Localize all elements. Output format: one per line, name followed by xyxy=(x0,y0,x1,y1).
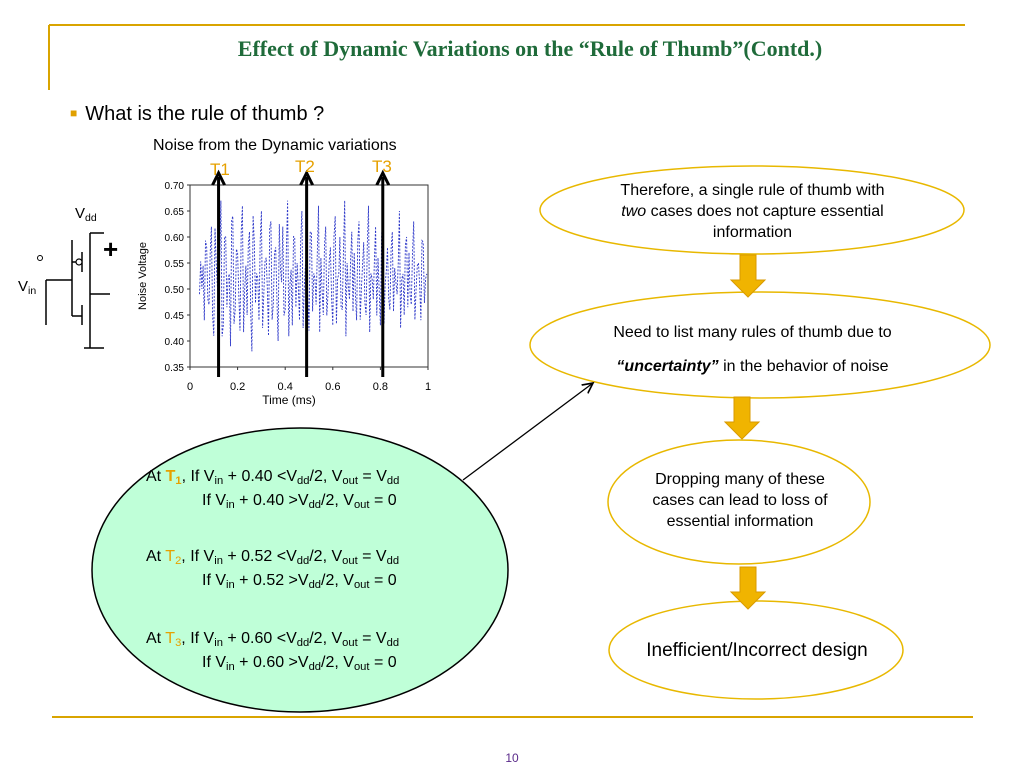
box1-text: Therefore, a single rule of thumb with t… xyxy=(620,182,885,241)
slide-title: Effect of Dynamic Variations on the “Rul… xyxy=(237,36,823,61)
case-3-line1: At T3, If Vin + 0.60 <Vdd/2, Vout = Vdd xyxy=(146,630,400,649)
marker-arrowhead-t2 xyxy=(299,169,314,186)
y-tick-label: 0.40 xyxy=(165,337,185,348)
bullet-item: ■ What is the rule of thumb ? xyxy=(70,103,324,126)
x-tick-label: 0 xyxy=(187,381,193,393)
noise-chart: 0.35 0.40 0.45 0.50 0.55 0.60 0.65 0.70 0 0.2 0.4 0… xyxy=(137,169,431,407)
y-tick-label: 0.60 xyxy=(165,233,185,244)
case-t: T3 xyxy=(165,630,182,649)
x-axis-label: Time (ms) xyxy=(262,393,316,407)
down-arrow-2 xyxy=(723,396,761,440)
case-2-line1: At T2, If Vin + 0.52 <Vdd/2, Vout = Vdd xyxy=(146,548,400,567)
case-1-line2: If Vin + 0.40 >Vdd/2, Vout = 0 xyxy=(202,492,397,511)
y-tick-label: 0.45 xyxy=(165,311,185,322)
box4-text: Inefficient/Incorrect design xyxy=(646,640,868,661)
vdd-label: Vdd xyxy=(75,205,97,224)
case-1-line1: At T1, If Vin + 0.40 <Vdd/2, Vout = Vdd xyxy=(146,468,400,487)
down-arrow-1 xyxy=(729,254,767,298)
marker-label-t2: T2 xyxy=(295,157,315,176)
cases-ellipse xyxy=(91,427,509,713)
page-number: 10 xyxy=(505,751,519,765)
box2-ellipse xyxy=(529,291,991,399)
cases-block: At T1, If Vin + 0.40 <Vdd/2, Vout = Vdd I… xyxy=(146,468,476,688)
vin-label: Vin xyxy=(18,278,37,297)
box3-text: Dropping many of these cases can lead to… xyxy=(652,471,828,530)
marker-arrowhead-t3 xyxy=(375,169,391,186)
x-tick-label: 1 xyxy=(425,381,431,393)
inverter-schematic: Vdd Vin + xyxy=(10,200,140,365)
box3-ellipse xyxy=(607,439,871,565)
case-t: T2 xyxy=(165,548,182,567)
case-2-line2: If Vin + 0.52 >Vdd/2, Vout = 0 xyxy=(202,572,397,591)
case-at: At xyxy=(146,468,166,485)
box2-text: Need to list many rules of thumb due to … xyxy=(613,324,892,375)
y-tick-label: 0.55 xyxy=(165,259,185,270)
marker-label-t3: T3 xyxy=(372,157,392,176)
connector-arrow xyxy=(462,383,593,481)
case-t: T1 xyxy=(165,468,182,487)
y-tick-label: 0.70 xyxy=(165,181,185,192)
down-arrow-3 xyxy=(729,566,767,610)
marker-label-t1: T1 xyxy=(210,160,230,179)
y-tick-label: 0.65 xyxy=(165,207,185,218)
inverter-drawing xyxy=(37,232,110,349)
x-tick-label: 0.8 xyxy=(373,381,388,393)
noise-series-line xyxy=(199,200,428,352)
x-tick-label: 0.4 xyxy=(278,381,293,393)
box1-ellipse xyxy=(539,165,965,255)
case-at: At xyxy=(146,630,166,647)
x-tick-label: 0.6 xyxy=(325,381,340,393)
y-axis-label: Noise Voltage xyxy=(137,242,149,310)
x-tick-label: 0.2 xyxy=(230,381,245,393)
y-tick-label: 0.35 xyxy=(165,363,185,374)
case-3-line2: If Vin + 0.60 >Vdd/2, Vout = 0 xyxy=(202,654,397,673)
y-tick-label: 0.50 xyxy=(165,285,185,296)
marker-arrowhead-t1 xyxy=(211,169,226,186)
plot-caption: Noise from the Dynamic variations xyxy=(153,137,397,154)
case-at: At xyxy=(146,548,166,565)
plus-symbol: + xyxy=(103,234,119,264)
bullet-square-icon: ■ xyxy=(70,106,78,120)
bullet-text: What is the rule of thumb ? xyxy=(85,103,325,125)
